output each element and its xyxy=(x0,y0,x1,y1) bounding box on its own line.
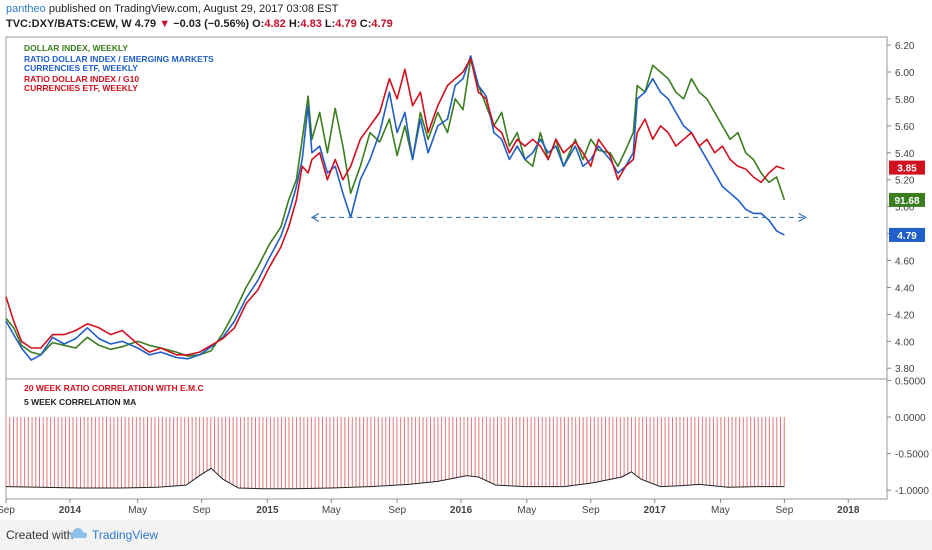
price-tick-label: 4.00 xyxy=(895,337,915,348)
time-tick-label: Sep xyxy=(388,505,406,516)
price-label-box xyxy=(889,227,925,242)
indicator-axis[interactable]: 0.5000 0.0000 -0.5000 -1.0000 xyxy=(887,376,929,497)
correlation-ma-line xyxy=(5,467,785,490)
created-with-text: Created with xyxy=(6,528,74,542)
time-tick-label: Sep xyxy=(0,505,15,516)
open-label: O: xyxy=(252,18,265,30)
time-tick-label: May xyxy=(322,505,341,516)
ma-line xyxy=(5,467,785,490)
price-tick-label: 6.00 xyxy=(895,68,915,79)
time-tick-label: May xyxy=(128,505,147,516)
time-tick-label: May xyxy=(517,505,536,516)
low-label: L: xyxy=(324,18,336,30)
open-value: 4.82 xyxy=(264,18,286,30)
down-arrow-icon: ▼ xyxy=(159,18,171,30)
legend-entry: RATIO DOLLAR INDEX / EMERGING MARKETS xyxy=(24,54,214,64)
price-axis[interactable]: 6.206.005.805.605.405.205.004.804.604.40… xyxy=(887,41,915,375)
last-price: 4.79 xyxy=(134,18,157,30)
price-tick-label: 6.20 xyxy=(895,41,915,52)
price-label-box xyxy=(889,160,925,175)
price-labels: 3.85 91.68 4.79 xyxy=(889,160,925,242)
arrow-head-left xyxy=(310,212,320,222)
time-tick-label: 2014 xyxy=(59,505,82,516)
price-tick-label: 5.40 xyxy=(895,149,915,160)
chart-frame xyxy=(5,36,888,500)
high-value: 4.83 xyxy=(300,18,322,30)
time-axis[interactable]: Sep 2014 May Sep 2015 May Sep 2016 May Sep 2017 May… xyxy=(0,499,860,516)
dashed-arrow-annotation[interactable] xyxy=(310,212,807,222)
ohlc-line: TVC:DXY/BATS:CEW, W 4.79 ▼ −0.03 (−0.56%… xyxy=(6,18,393,30)
published-text: published on TradingView.com, August 29,… xyxy=(48,3,339,15)
price-tick-label: 4.60 xyxy=(895,257,915,268)
indicator-tick-label: 0.5000 xyxy=(895,376,926,387)
price-tick-label: 4.40 xyxy=(895,283,915,294)
tradingview-brand-link[interactable]: TradingView xyxy=(92,528,159,542)
indicator-tick-label: -1.0000 xyxy=(895,486,929,497)
time-tick-label: Sep xyxy=(775,505,793,516)
tradingview-cloud-icon xyxy=(70,528,87,538)
price-tick-label: 4.20 xyxy=(895,310,915,321)
series-line xyxy=(5,55,785,361)
footer-bar: Created with TradingView xyxy=(0,520,932,550)
high-label: H: xyxy=(288,18,301,30)
time-tick-label: 2015 xyxy=(256,505,279,516)
series-line xyxy=(5,57,785,356)
symbol-label[interactable]: TVC:DXY/BATS:CEW, W xyxy=(6,18,132,30)
low-value: 4.79 xyxy=(335,18,357,30)
close-value: 4.79 xyxy=(371,18,393,30)
time-tick-label: May xyxy=(711,505,730,516)
author-link[interactable]: pantheo xyxy=(6,3,46,15)
plot-border xyxy=(5,36,888,500)
time-tick-label: 2016 xyxy=(450,505,473,516)
indicator-legend: 20 WEEK RATIO CORRELATION WITH E.M.C 5 WE… xyxy=(24,383,204,407)
price-series xyxy=(5,55,786,361)
price-tick-label: 5.00 xyxy=(895,203,915,214)
price-tick-label: 5.80 xyxy=(895,95,915,106)
price-tick-label: 5.20 xyxy=(895,176,915,187)
legend-entry: DOLLAR INDEX, WEEKLY xyxy=(24,43,128,53)
series-line xyxy=(5,57,786,357)
price-label-text: 4.79 xyxy=(897,231,917,242)
close-label: C: xyxy=(359,18,372,30)
price-label-text: 3.85 xyxy=(897,164,917,175)
indicator-tick-label: 0.0000 xyxy=(895,413,926,424)
indicator-legend-entry: 20 WEEK RATIO CORRELATION WITH E.M.C xyxy=(24,383,204,393)
publish-line: pantheo published on TradingView.com, Au… xyxy=(6,3,339,15)
chart-header: pantheo published on TradingView.com, Au… xyxy=(0,0,932,34)
indicator-tick-label: -0.5000 xyxy=(895,450,929,461)
time-tick-label: 2017 xyxy=(644,505,667,516)
price-label-text: 91.68 xyxy=(894,196,919,207)
change-value: −0.03 (−0.56%) xyxy=(173,18,250,30)
arrow-head-right xyxy=(798,212,807,222)
price-tick-label: 3.80 xyxy=(895,364,915,375)
time-tick-label: Sep xyxy=(193,505,211,516)
price-tick-label: 5.60 xyxy=(895,122,915,133)
time-tick-label: 2018 xyxy=(837,505,860,516)
price-label-box xyxy=(889,192,925,207)
indicator-legend-entry: 5 WEEK CORRELATION MA xyxy=(24,397,136,407)
correlation-bars xyxy=(5,417,785,489)
legend-entry: CURRENCIES ETF, WEEKLY xyxy=(24,83,138,93)
time-tick-label: Sep xyxy=(582,505,600,516)
legend-entry: RATIO DOLLAR INDEX / G10 xyxy=(24,74,139,84)
legend-entry: CURRENCIES ETF, WEEKLY xyxy=(24,63,138,73)
